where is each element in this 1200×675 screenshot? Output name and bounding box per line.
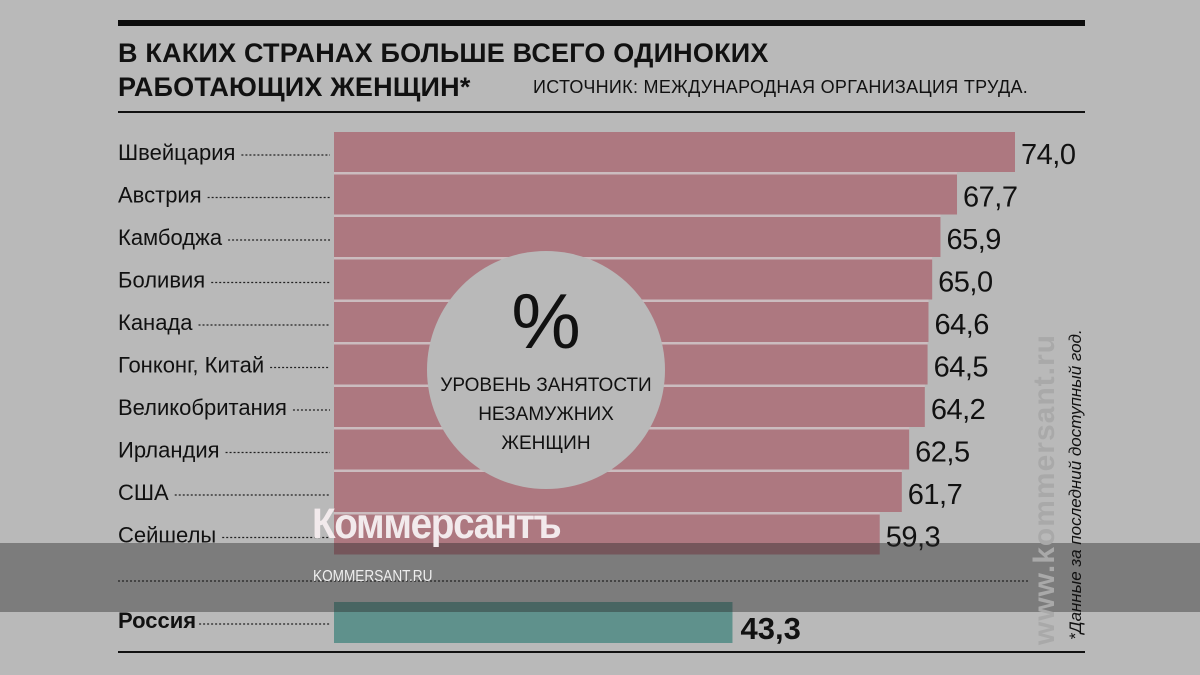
highlight-bar [334,602,733,643]
bar-gap [334,214,941,217]
unit-label-line: ЖЕНЩИН [501,433,590,454]
category-label: Швейцария [118,140,235,165]
value-label: 65,9 [946,224,1000,256]
value-label: 74,0 [1021,139,1075,171]
value-label: 62,5 [915,437,969,469]
category-label: Австрия [118,183,202,208]
highlight-value-label: 43,3 [740,611,800,646]
category-label: Гонконг, Китай [118,353,264,378]
category-label: Сейшелы [118,523,216,548]
value-label: 64,6 [934,309,988,341]
unit-label-line: НЕЗАМУЖНИХ [478,404,614,425]
category-label: Ирландия [118,438,220,463]
bar [334,472,902,512]
unit-label-line: УРОВЕНЬ ЗАНЯТОСТИ [440,375,651,396]
bar-gap [334,469,902,472]
top-rule [118,20,1085,26]
watermark-band [0,543,1200,612]
bar-gap [334,257,933,260]
bar-gap [334,512,880,515]
bottom-rule [118,651,1085,653]
category-label: Канада [118,310,193,335]
category-label: Камбоджа [118,225,223,250]
value-label: 64,5 [934,352,988,384]
title-rule [118,111,1085,113]
category-label: Боливия [118,268,205,293]
bar [334,514,880,555]
value-label: 59,3 [886,522,940,554]
percent-symbol: % [511,277,580,365]
watermark-url: KOMMERSANT.RU [313,568,433,585]
chart-title: В КАКИХ СТРАНАХ БОЛЬШЕ ВСЕГО ОДИНОКИХ РА… [118,36,769,104]
footnote: *Данные за последний доступный год. [1066,329,1085,640]
unit-circle [427,251,665,489]
value-label: 67,7 [963,182,1017,214]
value-label: 65,0 [938,267,992,299]
category-label: США [118,480,169,505]
value-label: 61,7 [908,479,962,511]
source-note: ИСТОЧНИК: МЕЖДУНАРОДНАЯ ОРГАНИЗАЦИЯ ТРУД… [533,77,1029,97]
title-line-1: В КАКИХ СТРАНАХ БОЛЬШЕ ВСЕГО ОДИНОКИХ [118,38,769,68]
bar [334,174,958,215]
value-label: 64,2 [931,394,985,426]
bar [334,217,941,257]
bar-gap [334,172,958,175]
title-line-2: РАБОТАЮЩИХ ЖЕНЩИН* [118,72,471,102]
bar [334,132,1015,172]
watermark-brand: Коммерсантъ [312,500,562,548]
highlight-category-label: Россия [118,608,196,633]
site-watermark: www.kommersant.ru [1028,334,1061,645]
category-label: Великобритания [118,395,287,420]
